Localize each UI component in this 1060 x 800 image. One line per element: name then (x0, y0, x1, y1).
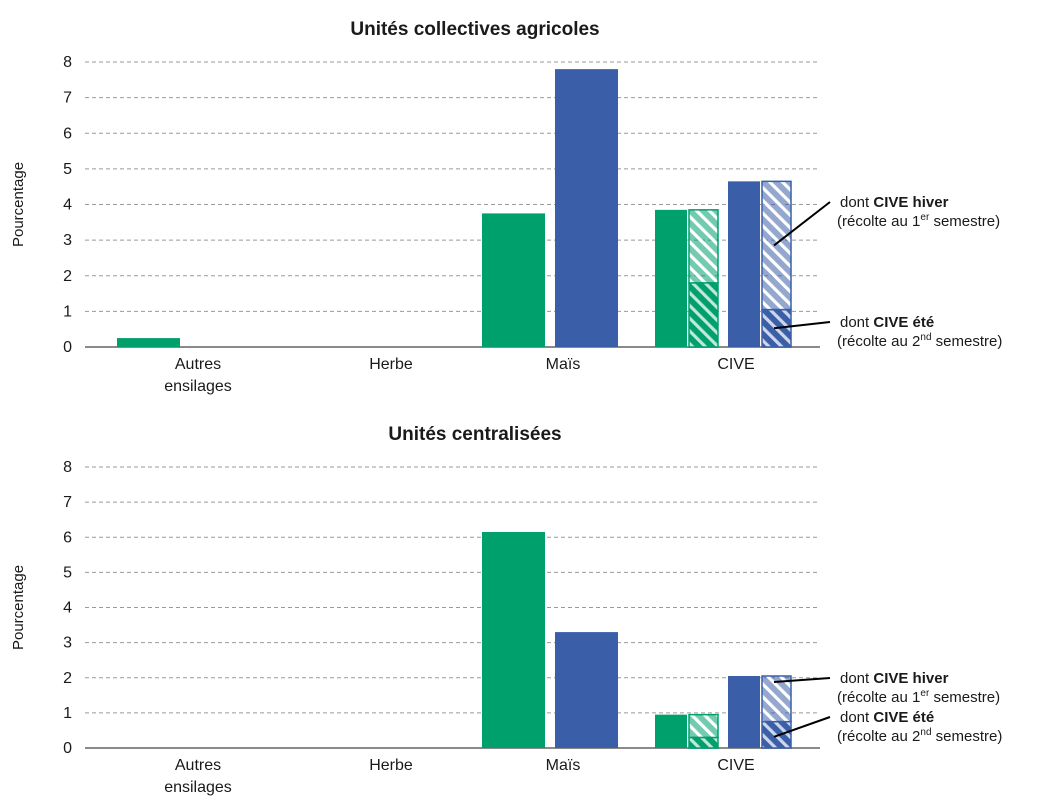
x-tick-label: Herbe (369, 356, 413, 373)
bar (482, 213, 545, 347)
annotation-sup: nd (920, 332, 931, 343)
bar-cive-ete (688, 282, 719, 348)
annotation-line2-post: semestre) (929, 689, 1000, 706)
annotation-line1: dont CIVE hiver (840, 670, 949, 687)
annotation-line2: (récolte au 2nd semestre) (837, 727, 1002, 745)
y-tick-label: 1 (63, 705, 72, 722)
y-tick-label: 3 (63, 635, 72, 652)
y-tick-label: 7 (63, 90, 72, 107)
x-tick-label: Herbe (369, 757, 413, 774)
bar (117, 338, 180, 347)
y-tick-label: 5 (63, 564, 72, 581)
bar-cive-hiver (688, 209, 719, 284)
annotation-line1: dont CIVE été (840, 709, 934, 726)
bar-cive-total (655, 714, 687, 748)
y-tick-label: 5 (63, 161, 72, 178)
x-tick-label: CIVE (717, 757, 754, 774)
annotation-bold: CIVE été (873, 709, 934, 726)
annotation-bold: CIVE hiver (873, 194, 948, 211)
annotation-leader (773, 201, 831, 247)
annotation-line1: dont CIVE hiver (840, 194, 949, 211)
chart-panel-agricoles: Unités collectives agricoles Pourcentage 0… (10, 19, 1002, 395)
y-tick-label: 6 (63, 125, 72, 142)
x-tick-label-line: Autres (175, 356, 221, 373)
y-tick-label: 7 (63, 494, 72, 511)
annotation-leader (773, 677, 831, 683)
annotation-leader (773, 321, 831, 330)
bar-cive-hiver (761, 675, 792, 723)
annotation-sup: er (920, 688, 930, 699)
y-tick-label: 8 (63, 54, 72, 71)
x-tick-label-line: Maïs (546, 356, 581, 373)
annotation-line2-pre: (récolte au 1 (837, 213, 920, 230)
x-tick-label: CIVE (717, 356, 754, 373)
chart-title: Unités collectives agricoles (350, 19, 599, 40)
annotation-line2: (récolte au 2nd semestre) (837, 332, 1002, 350)
chart-panel-centralisees: Unités centralisées Pourcentage 0 1 2 3 4 5 6 7 8 A… (10, 424, 1002, 796)
y-tick-label: 0 (63, 339, 72, 356)
bar (482, 531, 545, 748)
annotation-pre: dont (840, 194, 873, 211)
annotation-line2: (récolte au 1er semestre) (837, 212, 1000, 230)
annotation-leader (773, 716, 831, 738)
annotation-pre: dont (840, 314, 873, 331)
annotation-line2-post: semestre) (929, 213, 1000, 230)
y-tick-label: 4 (63, 197, 72, 214)
chart-title: Unités centralisées (388, 424, 561, 445)
x-tick-label-line: Maïs (546, 757, 581, 774)
x-tick-label-line: CIVE (717, 757, 754, 774)
x-tick-label: Autres ensilages (164, 757, 232, 796)
y-tick-label: 0 (63, 740, 72, 757)
annotation-bold: CIVE hiver (873, 670, 948, 687)
bar-cive-total (728, 181, 760, 347)
x-tick-label-line: ensilages (164, 779, 232, 796)
y-tick-label: 2 (63, 670, 72, 687)
y-tick-label: 4 (63, 600, 72, 617)
annotation-sup: nd (920, 727, 931, 738)
y-axis-label: Pourcentage (10, 565, 27, 650)
bar-cive-total (655, 209, 687, 347)
bar-cive-ete (688, 736, 719, 749)
annotation-line2-pre: (récolte au 2 (837, 728, 920, 745)
y-axis-label: Pourcentage (10, 162, 27, 247)
x-tick-label-line: ensilages (164, 378, 232, 395)
x-tick-label: Autres ensilages (164, 356, 232, 395)
x-tick-label-line: Herbe (369, 356, 413, 373)
y-tick-label: 8 (63, 459, 72, 476)
bar-cive-ete (761, 720, 792, 749)
annotation-pre: dont (840, 709, 873, 726)
x-tick-label-line: Autres (175, 757, 221, 774)
bar-cive-hiver (761, 180, 792, 311)
annotation-line1: dont CIVE été (840, 314, 934, 331)
annotation-line2-pre: (récolte au 2 (837, 333, 920, 350)
annotation-sup: er (920, 212, 930, 223)
annotation-line2-pre: (récolte au 1 (837, 689, 920, 706)
y-tick-label: 6 (63, 529, 72, 546)
annotation-line2-post: semestre) (932, 728, 1003, 745)
y-tick-label: 3 (63, 232, 72, 249)
x-tick-label: Maïs (546, 757, 581, 774)
bar (555, 632, 618, 748)
bar (555, 69, 618, 347)
annotation-pre: dont (840, 670, 873, 687)
x-tick-label-line: CIVE (717, 356, 754, 373)
bar-cive-total (728, 675, 760, 748)
y-tick-label: 1 (63, 303, 72, 320)
y-tick-label: 2 (63, 268, 72, 285)
x-tick-label: Maïs (546, 356, 581, 373)
bar-cive-hiver (688, 713, 719, 739)
annotation-line2: (récolte au 1er semestre) (837, 688, 1000, 706)
annotation-bold: CIVE été (873, 314, 934, 331)
annotation-line2-post: semestre) (932, 333, 1003, 350)
x-tick-label-line: Herbe (369, 757, 413, 774)
